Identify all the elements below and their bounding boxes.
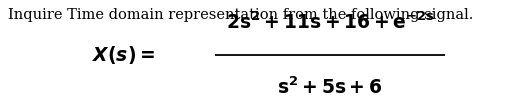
Text: $\mathbf{s^2 + 5s + 6}$: $\mathbf{s^2 + 5s + 6}$	[277, 77, 383, 98]
Text: $\mathbf{\boldsymbol{X(s)}}$$\mathbf{ = }$: $\mathbf{\boldsymbol{X(s)}}$$\mathbf{ = …	[92, 44, 155, 66]
Text: Inquire Time domain representation from the following signal.: Inquire Time domain representation from …	[8, 8, 473, 22]
Text: $\mathbf{2s^2 + 11s + 16 + e^{-2s}}$: $\mathbf{2s^2 + 11s + 16 + e^{-2s}}$	[226, 12, 434, 33]
